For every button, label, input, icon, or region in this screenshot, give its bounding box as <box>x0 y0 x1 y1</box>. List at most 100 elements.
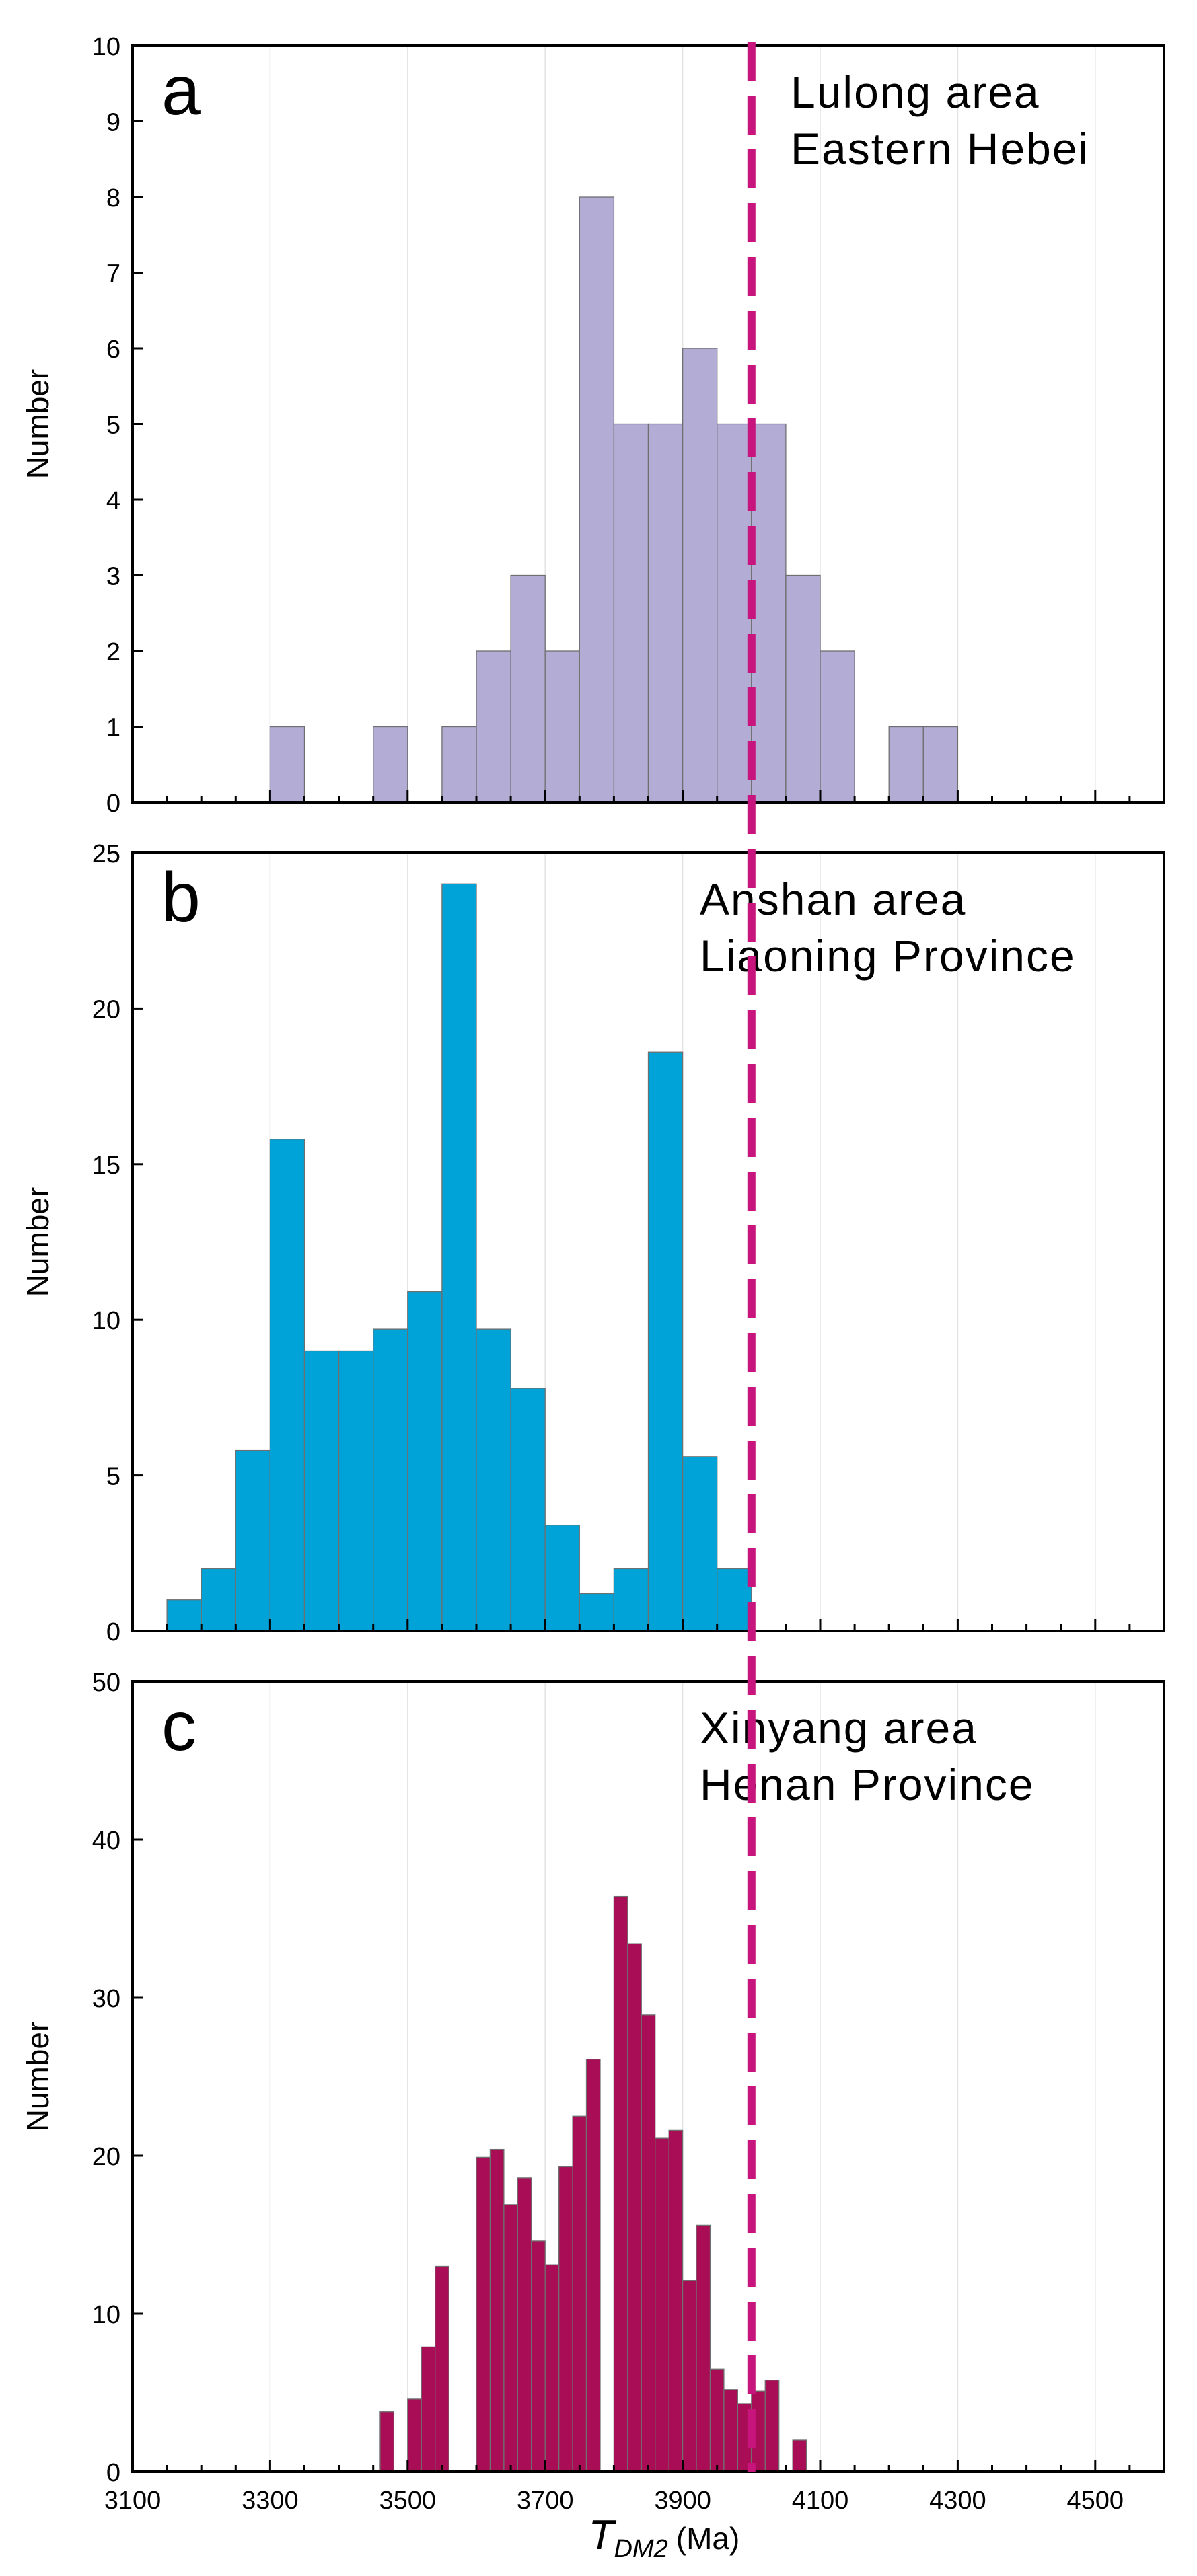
y-tick-label: 0 <box>106 790 120 818</box>
histogram-bar <box>441 883 477 1632</box>
y-tick-label: 10 <box>92 33 120 61</box>
panel-label: a <box>161 52 201 130</box>
y-tick-label: 4 <box>106 487 120 515</box>
histogram-bar <box>441 726 477 803</box>
histogram-bar <box>269 726 305 803</box>
panel-a: 0 1 2 3 4 5 6 7 8 9 10 Number a Lulong area Eastern He… <box>20 33 1165 818</box>
histogram-bar <box>476 650 511 803</box>
histogram-bar <box>696 2224 711 2472</box>
y-axis-label: Number <box>20 1187 55 1297</box>
histogram-bar <box>338 1350 374 1632</box>
histogram-bar <box>751 423 787 803</box>
histogram-bar <box>785 574 821 803</box>
y-tick-label: 0 <box>106 2459 120 2487</box>
region-annotation-line: Anshan area <box>700 874 966 924</box>
histogram-bar <box>820 650 855 803</box>
x-tick-label: 3700 <box>517 2487 574 2515</box>
y-tick-label: 25 <box>92 840 120 868</box>
histogram-bar <box>558 2166 573 2472</box>
y-tick-label: 3 <box>106 563 120 591</box>
region-annotation-line: Eastern Hebei <box>791 124 1089 174</box>
y-tick-label: 20 <box>92 2143 120 2171</box>
histogram-bar <box>627 1943 642 2472</box>
panel-b: 0 5 10 15 20 25 Number b Anshan area Liaoning Pro… <box>20 840 1165 1646</box>
histogram-bar <box>476 2156 491 2472</box>
y-tick-label: 10 <box>92 1307 120 1335</box>
histogram-bar <box>792 2439 807 2472</box>
histogram-bar <box>585 2058 601 2472</box>
histogram-bar <box>544 1524 580 1632</box>
y-tick-label: 40 <box>92 1827 120 1855</box>
histogram-bar <box>421 2346 436 2472</box>
histogram-bar <box>166 1599 202 1632</box>
histogram-bar <box>572 2115 587 2472</box>
y-tick-label: 1 <box>106 714 120 743</box>
histogram-bar <box>269 1139 305 1632</box>
histogram-bar <box>373 1328 408 1632</box>
region-annotation-line: Liaoning Province <box>700 931 1076 981</box>
x-tick-label: 4500 <box>1067 2487 1124 2515</box>
histogram-bar <box>922 726 959 803</box>
histogram-bar <box>379 2411 395 2472</box>
x-tick-label: 3300 <box>242 2487 299 2515</box>
y-tick-label: 2 <box>106 638 120 667</box>
y-tick-label: 7 <box>106 260 120 289</box>
y-tick-label: 20 <box>92 995 120 1024</box>
histogram-bar <box>641 2014 656 2472</box>
histogram-bar <box>647 423 684 803</box>
region-annotation-line: Lulong area <box>791 67 1040 117</box>
x-axis-label-unit: (Ma) <box>676 2521 740 2556</box>
histogram-bar <box>668 2129 684 2472</box>
histogram-bar <box>888 726 924 803</box>
histogram-bar <box>544 650 580 803</box>
histogram-bar <box>544 2264 560 2472</box>
histogram-bar <box>717 1568 752 1632</box>
histogram-bar <box>613 1895 628 2472</box>
y-tick-label: 50 <box>92 1669 120 1697</box>
histogram-bar <box>709 2368 725 2472</box>
y-tick-label: 9 <box>106 109 120 137</box>
y-tick-label: 5 <box>106 412 120 440</box>
histogram-bar <box>489 2148 505 2472</box>
histogram-bar <box>647 1051 684 1632</box>
y-tick-label: 10 <box>92 2301 120 2329</box>
histogram-bar <box>235 1449 271 1632</box>
histogram-bar <box>303 1350 340 1632</box>
x-tick-label: 3500 <box>379 2487 437 2515</box>
histogram-bar <box>503 2204 518 2472</box>
histogram-bar <box>510 1388 546 1632</box>
y-tick-label: 15 <box>92 1151 120 1180</box>
histogram-bar <box>531 2240 546 2472</box>
y-tick-label: 5 <box>106 1463 120 1491</box>
y-axis-label: Number <box>20 369 55 480</box>
y-axis-label: Number <box>20 2022 55 2132</box>
histogram-bar <box>201 1568 236 1632</box>
histogram-bar <box>579 1593 615 1632</box>
region-annotation-line: Xinyang area <box>700 1703 978 1753</box>
x-axis-label-symbol: T <box>589 2512 617 2559</box>
panel-label: b <box>161 859 201 937</box>
histogram-bar <box>510 574 546 803</box>
y-tick-label: 6 <box>106 336 120 364</box>
histogram-bar <box>764 2380 780 2472</box>
y-tick-label: 8 <box>106 184 120 213</box>
histogram-bar <box>517 2177 532 2472</box>
histogram-bar <box>407 2398 422 2472</box>
histogram-bar <box>613 1568 649 1632</box>
x-tick-label: 4100 <box>792 2487 849 2515</box>
x-tick-label: 3100 <box>104 2487 161 2515</box>
x-tick-label: 3900 <box>654 2487 711 2515</box>
histogram-bar <box>655 2137 669 2472</box>
panel-label: c <box>161 1688 196 1766</box>
x-axis-label-subscript: DM2 <box>614 2535 668 2563</box>
histogram-bar <box>373 726 408 803</box>
y-tick-label: 0 <box>106 1618 120 1646</box>
y-tick-label: 30 <box>92 1985 120 2013</box>
histogram-bar <box>682 2279 697 2472</box>
histogram-bar <box>723 2389 739 2472</box>
histogram-bar <box>682 348 718 803</box>
histogram-bar <box>435 2265 449 2472</box>
x-axis-label: TDM2 (Ma) <box>589 2512 740 2563</box>
